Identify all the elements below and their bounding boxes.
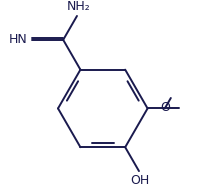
Text: OH: OH — [130, 174, 149, 187]
Text: O: O — [160, 101, 170, 114]
Text: HN: HN — [9, 33, 27, 46]
Text: NH₂: NH₂ — [66, 0, 90, 13]
